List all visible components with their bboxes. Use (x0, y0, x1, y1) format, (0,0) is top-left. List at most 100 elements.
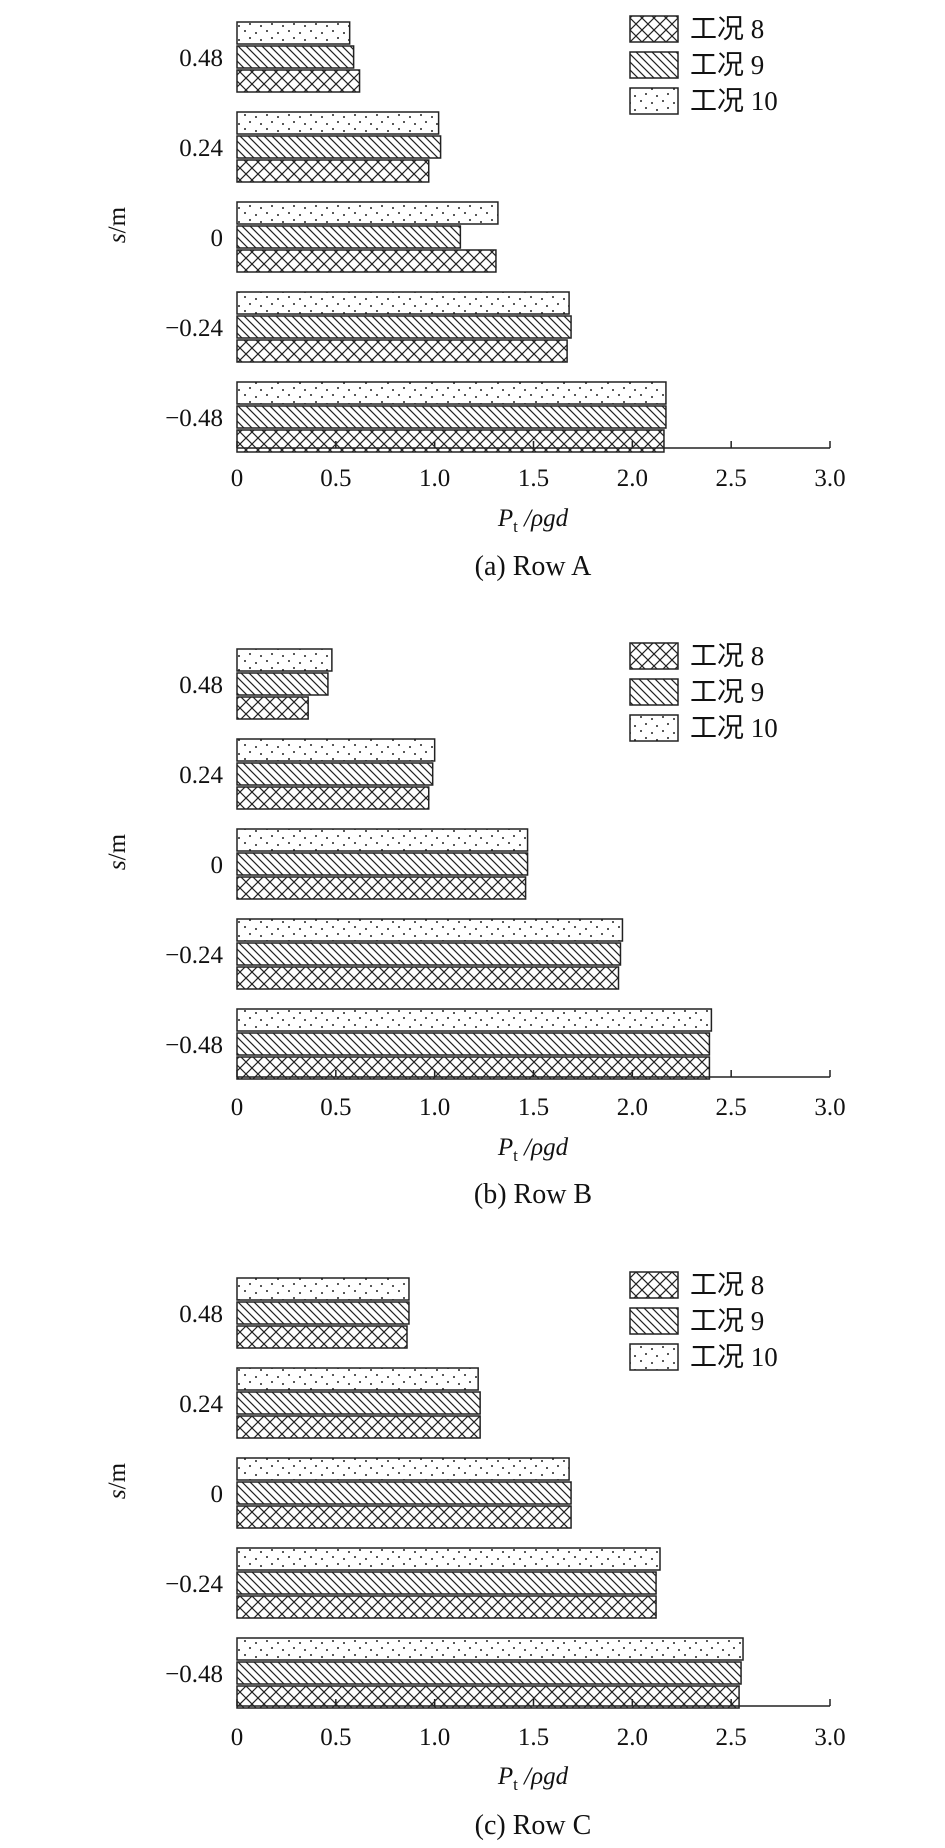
y-axis-title-unit: /m (104, 206, 131, 233)
y-axis-title: s/m (104, 1462, 131, 1499)
x-axis-title-main: P (497, 1134, 513, 1161)
bar-2-cat5-series1 (236, 1056, 711, 1080)
bar-1-cat4-series2 (236, 315, 572, 339)
y-axis-title-var: s (104, 860, 131, 870)
bar-3-cat5-series2 (236, 1661, 742, 1685)
legend-label-1: 工况 8 (690, 641, 764, 671)
bar-1-cat1-series2 (236, 45, 355, 69)
y-axis-title-var: s (104, 1489, 131, 1499)
bar-2-cat4-series2 (236, 942, 622, 966)
x-tick-label: 0 (231, 1724, 244, 1751)
x-tick-label: 2.5 (716, 1724, 747, 1751)
bar-3-cat5-series1 (236, 1685, 740, 1709)
x-tick-label: 3.0 (814, 1094, 845, 1121)
legend-swatch-3 (629, 87, 679, 115)
panel-caption: (b) Row B (474, 1179, 592, 1210)
bar-3-cat5-series3 (236, 1637, 744, 1661)
x-tick-label: 0.5 (320, 1724, 351, 1751)
bar-2-cat2-series2 (236, 762, 434, 786)
y-axis-title-var: s (104, 233, 131, 243)
bar-1-cat5-series3 (236, 381, 667, 405)
bar-2-cat5-series2 (236, 1032, 711, 1056)
x-axis-title: Pt /ρgd (497, 505, 569, 536)
bar-3-cat2-series1 (236, 1415, 481, 1439)
bar-3-cat4-series2 (236, 1571, 657, 1595)
bar-3-cat3-series1 (236, 1505, 572, 1529)
bar-3-cat3-series3 (236, 1457, 570, 1481)
y-axis-title-unit: /m (104, 1462, 131, 1489)
x-tick-label: 2.0 (617, 1724, 648, 1751)
bar-3-cat4-series3 (236, 1547, 661, 1571)
bar-2-cat3-series2 (236, 852, 529, 876)
x-tick-label: 1.5 (518, 1724, 549, 1751)
panel-caption: (c) Row C (475, 1810, 592, 1841)
legend-label-1: 工况 8 (690, 1270, 764, 1300)
x-tick-label: 3.0 (814, 1724, 845, 1751)
y-axis-title: s/m (104, 833, 131, 870)
x-tick-label: 0.5 (320, 465, 351, 492)
x-axis-title-sub: t (513, 517, 518, 536)
legend-swatch-1 (629, 15, 679, 43)
legend-swatch-3 (629, 1343, 679, 1371)
bar-2-cat1-series1 (236, 696, 309, 720)
bar-3-cat4-series1 (236, 1595, 657, 1619)
bar-3-cat2-series3 (236, 1367, 479, 1391)
bar-1-cat2-series2 (236, 135, 442, 159)
bar-1-cat3-series2 (236, 225, 462, 249)
bar-2-cat4-series1 (236, 966, 620, 990)
x-tick-label: 0 (231, 465, 244, 492)
x-tick-label: 2.5 (716, 465, 747, 492)
x-axis-title-rest: /ρgd (518, 505, 569, 532)
bar-3-cat1-series3 (236, 1277, 410, 1301)
legend-label-2: 工况 9 (690, 1306, 764, 1336)
x-tick-label: 1.0 (419, 465, 450, 492)
x-axis-title-rest: /ρgd (518, 1134, 569, 1161)
legend-swatch-3 (629, 714, 679, 742)
bar-1-cat3-series1 (236, 249, 497, 273)
x-tick-label: 0.5 (320, 1094, 351, 1121)
y-tick-label: 0 (211, 1481, 224, 1508)
bar-2-cat5-series3 (236, 1008, 713, 1032)
bar-3-cat2-series2 (236, 1391, 481, 1415)
legend-label-3: 工况 10 (690, 1342, 778, 1372)
x-axis-title-rest: /ρgd (518, 1763, 569, 1790)
bar-2-cat2-series1 (236, 786, 430, 810)
legend-label-1: 工况 8 (690, 14, 764, 44)
y-axis-title: s/m (104, 206, 131, 243)
bar-3-cat1-series1 (236, 1325, 408, 1349)
legend-label-3: 工况 10 (690, 86, 778, 116)
y-tick-label: 0.48 (179, 672, 223, 699)
x-axis-title: Pt /ρgd (497, 1134, 569, 1165)
x-tick-label: 2.5 (716, 1094, 747, 1121)
x-tick-label: 2.0 (617, 1094, 648, 1121)
y-tick-label: −0.24 (165, 1571, 223, 1598)
bar-1-cat3-series3 (236, 201, 499, 225)
x-tick-label: 1.5 (518, 465, 549, 492)
x-tick-label: 1.0 (419, 1094, 450, 1121)
y-tick-label: 0.24 (179, 135, 223, 162)
legend-swatch-2 (629, 51, 679, 79)
legend-label-2: 工况 9 (690, 50, 764, 80)
legend-swatch-1 (629, 1271, 679, 1299)
bar-1-cat4-series1 (236, 339, 568, 363)
bar-1-cat1-series3 (236, 21, 351, 45)
legend-swatch-2 (629, 1307, 679, 1335)
bar-1-cat4-series3 (236, 291, 570, 315)
y-tick-label: 0.24 (179, 762, 223, 789)
bar-2-cat1-series2 (236, 672, 329, 696)
chart-panel-2: 0.48 0.24 0 −0.24 −0.48 0 0.5 1.0 1.5 2.0 2.5 3.0 Pt… (104, 641, 846, 1210)
legend-swatch-1 (629, 642, 679, 670)
bar-2-cat1-series3 (236, 648, 333, 672)
y-tick-label: 0 (211, 852, 224, 879)
bar-1-cat5-series2 (236, 405, 667, 429)
y-tick-label: −0.24 (165, 315, 223, 342)
bar-1-cat2-series1 (236, 159, 430, 183)
legend-label-3: 工况 10 (690, 713, 778, 743)
bar-1-cat2-series3 (236, 111, 440, 135)
chart-panel-3: 0.48 0.24 0 −0.24 −0.48 0 0.5 1.0 1.5 2.0 2.5 3.0 Pt… (104, 1270, 846, 1841)
bar-3-cat3-series2 (236, 1481, 572, 1505)
y-tick-label: −0.24 (165, 942, 223, 969)
bar-2-cat3-series1 (236, 876, 527, 900)
bar-2-cat3-series3 (236, 828, 529, 852)
